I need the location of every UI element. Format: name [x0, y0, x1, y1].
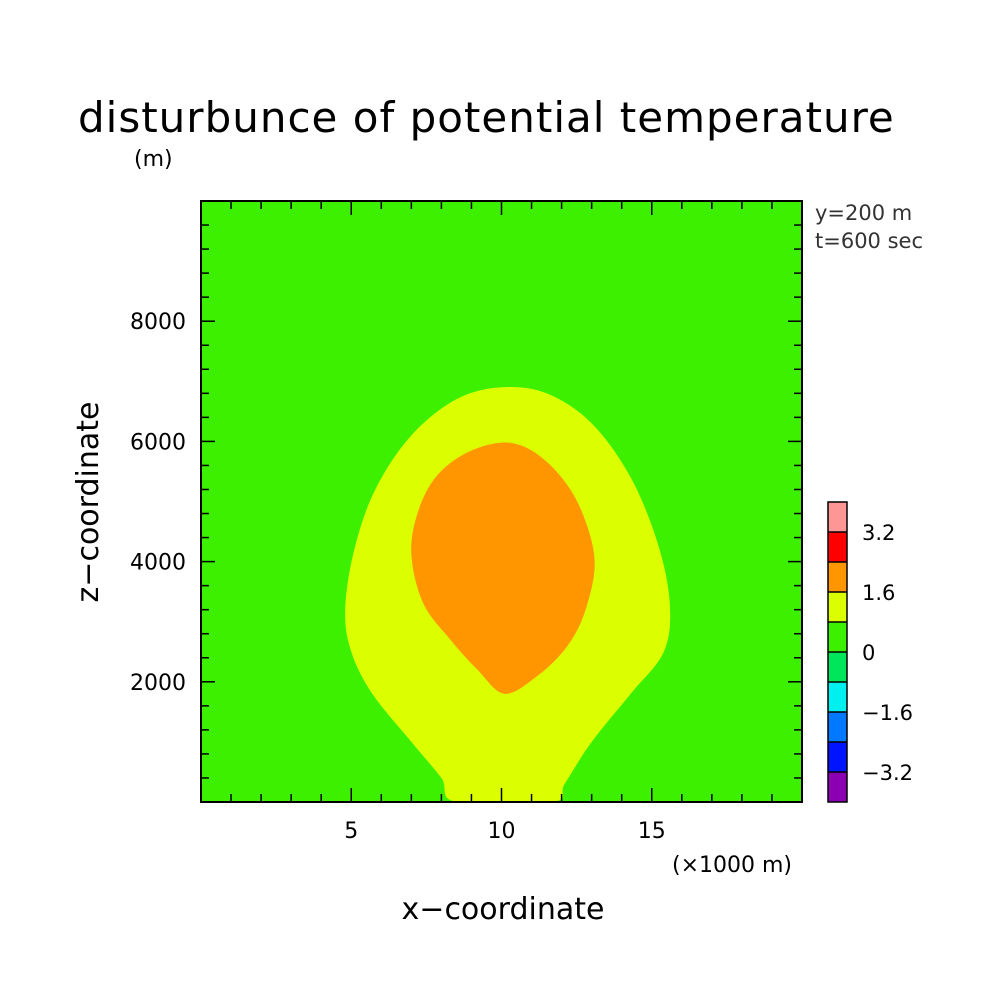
y-axis-label: z−coordinate [71, 402, 106, 603]
y-tick-label: 6000 [130, 430, 186, 455]
y-tick-label: 8000 [130, 310, 186, 335]
colorbar-swatch [828, 772, 847, 802]
colorbar-swatch [828, 682, 847, 712]
colorbar-swatch [828, 532, 847, 562]
colorbar-swatch [828, 652, 847, 682]
y-tick-labels: 2000 4000 6000 8000 [130, 310, 186, 696]
chart-title: disturbunce of potential temperature [78, 93, 895, 142]
x-tick-label: 15 [638, 819, 666, 844]
colorbar-label: −3.2 [862, 761, 913, 785]
x-axis-label: x−coordinate [402, 892, 605, 927]
x-tick-label: 5 [344, 819, 358, 844]
y-tick-label: 2000 [130, 671, 186, 696]
plot-frame [200, 200, 803, 803]
colorbar-swatch [828, 502, 847, 532]
y-unit-label: (m) [134, 147, 173, 172]
colorbar-label: 3.2 [862, 521, 895, 545]
colorbar-label: −1.6 [862, 701, 913, 725]
colorbar-label: 1.6 [862, 581, 895, 605]
x-tick-label: 10 [488, 819, 516, 844]
colorbar-swatch [828, 712, 847, 742]
y-tick-label: 4000 [130, 551, 186, 576]
axis-ticks [201, 201, 802, 802]
colorbar-label: 0 [862, 641, 875, 665]
colorbar-frame [827, 501, 848, 803]
plot-area [200, 200, 803, 803]
colorbar [827, 501, 848, 803]
colorbar-swatch [828, 562, 847, 592]
annotation-y: y=200 m [815, 201, 912, 225]
x-tick-labels: 5 10 15 [344, 819, 666, 844]
x-unit-label: (×1000 m) [672, 853, 792, 878]
contour-region-2 [411, 442, 595, 694]
colorbar-labels: −3.2 −1.6 0 1.6 3.2 [862, 521, 913, 785]
colorbar-swatch [828, 592, 847, 622]
colorbar-swatch [828, 622, 847, 652]
annotation-t: t=600 sec [815, 229, 923, 253]
contour-regions [345, 386, 671, 802]
colorbar-swatch [828, 742, 847, 772]
